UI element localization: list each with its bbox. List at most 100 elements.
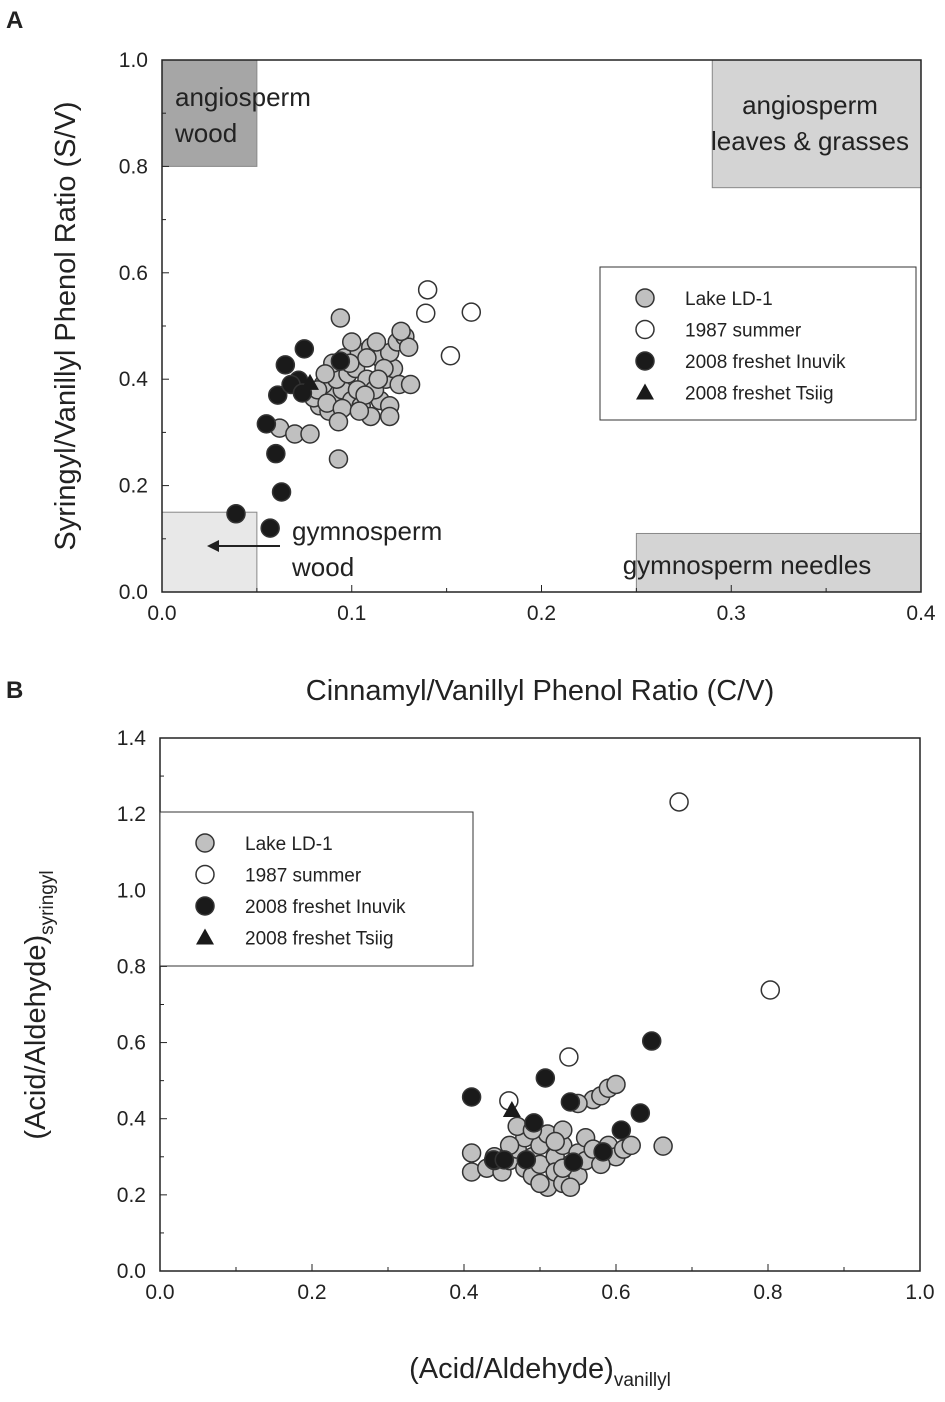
y-tick-label: 1.4: [117, 727, 147, 750]
data-point: [368, 369, 389, 389]
data-point: [653, 1136, 673, 1156]
data-point: [593, 1142, 613, 1162]
legend-label: 2008 freshet Inuvik: [685, 352, 846, 373]
legend-label: 1987 summer: [685, 321, 802, 342]
data-point: [461, 1087, 482, 1107]
y-tick-label: 0.2: [117, 1184, 146, 1207]
legend-label: Lake LD-1: [245, 834, 333, 855]
data-point: [516, 1150, 537, 1170]
y-tick-label: 1.0: [119, 49, 148, 72]
data-point: [630, 1103, 651, 1123]
panel-B: B 0.0 0.2 0.4 0.6 0.8 1.0 0.0 0.2 0.4 0.6 0.8 1.0 1.2…: [6, 677, 935, 1391]
x-tick-label: 0.0: [145, 1281, 174, 1304]
data-point: [560, 1177, 581, 1197]
data-point: [530, 1173, 550, 1194]
region-label: angiosperm: [742, 90, 878, 120]
data-point: [641, 1031, 662, 1051]
region-label: angiosperm: [175, 82, 311, 112]
data-point: [398, 337, 419, 358]
data-point: [563, 1152, 584, 1172]
x-tick-label: 0.2: [297, 1281, 326, 1304]
region-box: [161, 511, 258, 593]
legend-marker: [635, 319, 655, 340]
x-tick-label: 0.6: [601, 1281, 630, 1304]
x-axis-label: (Acid/Aldehyde)vanillyl: [409, 1353, 671, 1391]
region-label: wood: [174, 118, 237, 148]
series-2008-freshet-inuvik: [226, 339, 351, 538]
region-label: wood: [291, 552, 354, 582]
y-tick-label: 0.8: [117, 955, 146, 978]
data-point: [494, 1150, 515, 1170]
panel-label: A: [6, 7, 23, 34]
data-point: [379, 406, 400, 427]
legend-marker: [196, 928, 214, 945]
legend-marker: [636, 383, 654, 400]
data-point: [275, 355, 296, 375]
data-point: [357, 348, 377, 368]
y-axis-label-sub: syringyl: [37, 870, 58, 934]
data-point: [606, 1074, 626, 1095]
y-axis-label: (Acid/Aldehyde)syringyl: [20, 870, 58, 1139]
data-point: [301, 373, 320, 390]
panel-label: B: [6, 677, 23, 704]
data-point: [461, 302, 482, 322]
data-point: [226, 504, 246, 524]
x-tick-label: 0.1: [337, 602, 366, 625]
region-box: [635, 532, 922, 593]
data-point: [260, 518, 280, 538]
y-tick-label: 0.6: [117, 1032, 146, 1055]
y-tick-label: 0.6: [119, 262, 148, 285]
legend-label: Lake LD-1: [685, 289, 773, 310]
data-point: [524, 1113, 544, 1133]
region-label: gymnosperm: [292, 516, 442, 546]
data-point: [416, 303, 436, 323]
data-point: [621, 1135, 641, 1156]
series-2008-freshet-tsiig: [301, 373, 320, 390]
y-tick-label: 0.2: [119, 475, 148, 498]
data-point: [328, 449, 349, 469]
data-point: [417, 280, 438, 300]
data-point: [366, 332, 387, 352]
data-point: [300, 424, 320, 444]
data-point: [560, 1092, 581, 1112]
data-point: [535, 1068, 556, 1088]
data-point: [271, 482, 292, 502]
y-tick-label: 0.8: [119, 155, 148, 178]
data-point: [760, 980, 781, 1000]
data-point: [328, 412, 349, 432]
x-tick-label: 0.0: [147, 602, 176, 625]
data-point: [315, 364, 335, 384]
data-point: [349, 401, 370, 421]
legend-marker: [635, 351, 655, 371]
y-tick-label: 1.0: [117, 879, 146, 902]
x-tick-label: 1.0: [905, 1281, 934, 1304]
region-label: gymnosperm needles: [623, 550, 872, 580]
legend: Lake LD-1 1987 summer 2008 freshet Inuvik 2…: [159, 811, 474, 967]
data-point: [502, 1100, 521, 1117]
data-point: [342, 332, 362, 352]
data-point: [266, 443, 286, 464]
y-tick-label: 0.0: [119, 581, 148, 604]
data-point: [461, 1143, 482, 1163]
data-point: [294, 339, 315, 359]
y-tick-label: 0.0: [117, 1260, 146, 1283]
data-point: [400, 374, 421, 395]
data-point: [669, 792, 689, 812]
data-point: [267, 385, 288, 405]
legend-label: 2008 freshet Inuvik: [245, 897, 406, 918]
y-axis-label: Syringyl/Vanillyl Phenol Ratio (S/V): [50, 101, 82, 550]
x-tick-label: 0.8: [753, 1281, 782, 1304]
data-point: [391, 321, 411, 342]
x-tick-label: 0.2: [527, 602, 556, 625]
legend-label: 2008 freshet Tsiig: [685, 384, 834, 405]
region-label: leaves & grasses: [711, 126, 909, 156]
legend-marker: [195, 896, 215, 916]
region-box: [161, 59, 258, 167]
data-point: [559, 1047, 579, 1067]
data-point: [545, 1131, 565, 1152]
x-tick-label: 0.4: [449, 1281, 479, 1304]
legend-label: 1987 summer: [245, 866, 362, 887]
y-tick-label: 1.2: [117, 803, 146, 826]
series-1987-summer: [416, 280, 482, 366]
data-point: [611, 1120, 632, 1140]
